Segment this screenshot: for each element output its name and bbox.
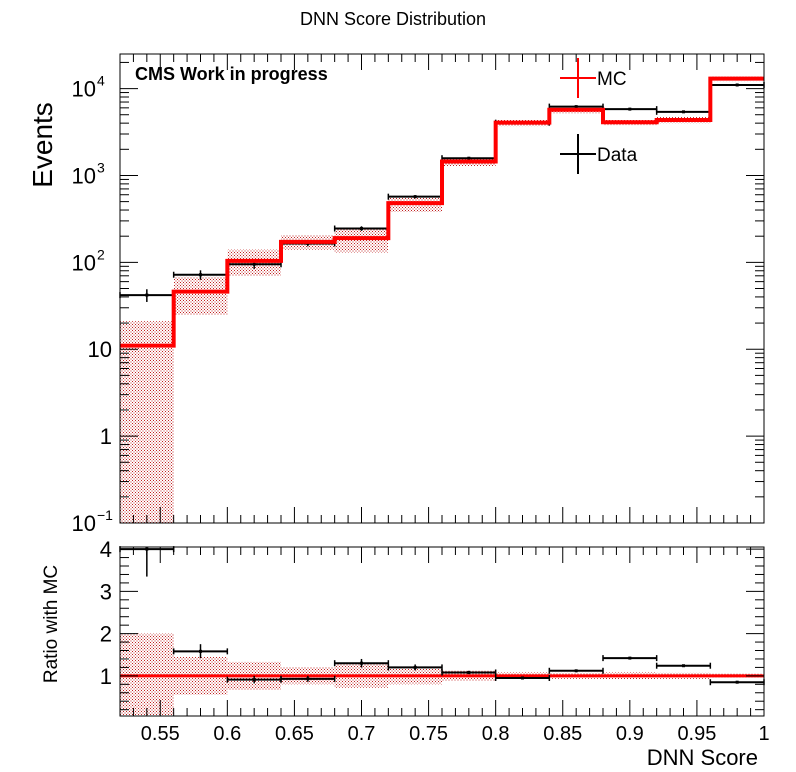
ratio-point-bin-8 — [494, 674, 551, 681]
data-marker — [467, 156, 471, 160]
x-tick-label-0.85: 0.85 — [543, 723, 582, 745]
data-marker — [413, 195, 417, 199]
x-tick-label-0.6: 0.6 — [213, 723, 241, 745]
ratio-marker — [628, 656, 632, 660]
data-marker — [199, 273, 202, 277]
ratio-marker — [682, 664, 685, 668]
mc-uncertainty-band — [120, 76, 764, 523]
y-tick-label: 10 — [72, 163, 96, 188]
legend-entry-mc: MC — [560, 58, 627, 98]
y-tick-exponent: 3 — [97, 159, 105, 175]
y-tick-exponent: 4 — [97, 73, 105, 89]
x-tick-label-0.7: 0.7 — [348, 723, 376, 745]
ratio-point-bin-4 — [280, 675, 336, 682]
x-tick-label-1: 1 — [758, 723, 769, 745]
ratio-y-axis-label: Ratio with MC — [41, 565, 62, 683]
y-tick-label: 1 — [100, 424, 112, 449]
main-x-ticks — [119, 54, 765, 523]
ratio-marker — [360, 661, 363, 665]
x-tick-label-0.75: 0.75 — [409, 723, 448, 745]
x-tick-label-0.95: 0.95 — [677, 723, 716, 745]
ratio-marker — [467, 670, 471, 674]
x-tick-label-0.65: 0.65 — [275, 723, 314, 745]
ratio-marker — [306, 677, 310, 681]
y-tick-label: 10 — [72, 77, 96, 102]
mc-band-bin-5 — [334, 229, 389, 253]
legend: MC Data — [560, 58, 638, 174]
ratio-marker — [413, 665, 417, 669]
ratio-point-bin-7 — [441, 669, 497, 676]
ratio-panel: 0.55 0.6 0.65 0.7 0.75 0.8 0.85 0.9 0.95 1 1 2 3 4 R… — [41, 537, 770, 770]
data-marker — [574, 105, 578, 109]
data-marker — [360, 227, 363, 231]
legend-label-mc: MC — [597, 69, 627, 90]
ratio-point-bin-10 — [602, 655, 658, 662]
ratio-point-bin-3 — [226, 675, 282, 684]
mc-band-bin-1 — [120, 321, 174, 523]
ratio-y-ticks: 1 2 3 4 — [100, 537, 764, 711]
legend-label-data: Data — [597, 145, 638, 166]
mc-histogram — [120, 76, 764, 348]
ratio-points — [119, 546, 765, 686]
mc-band-bin-2 — [173, 276, 228, 315]
ratio-point-bin-11 — [655, 662, 712, 669]
ratio-point-bin-6 — [387, 664, 443, 671]
legend-entry-data: Data — [560, 134, 638, 174]
cms-annotation: CMS Work in progress — [135, 64, 328, 84]
data-marker — [252, 262, 256, 266]
ratio-marker — [252, 678, 256, 682]
ratio-y-tick-label-2: 2 — [100, 622, 112, 647]
x-tick-label-0.55: 0.55 — [141, 723, 180, 745]
x-axis-label: DNN Score — [647, 745, 758, 770]
data-marker — [628, 107, 632, 111]
y-tick-label: 10 — [88, 337, 112, 362]
data-point-bin-11 — [655, 108, 712, 115]
y-tick-label: 10 — [72, 250, 96, 275]
data-point-bin-12 — [709, 81, 765, 88]
ratio-point-bin-9 — [548, 667, 604, 674]
mc-step-line — [120, 76, 764, 348]
ratio-x-ticks: 0.55 0.6 0.65 0.7 0.75 0.8 0.85 0.9 0.95 1 — [119, 547, 770, 745]
ratio-marker — [521, 676, 524, 680]
x-tick-label-0.9: 0.9 — [616, 723, 644, 745]
ratio-y-tick-label-4: 4 — [100, 537, 112, 562]
chart-title: DNN Score Distribution — [300, 9, 486, 29]
data-marker — [735, 83, 739, 87]
ratio-point-bin-2 — [172, 644, 229, 659]
ratio-marker — [735, 680, 739, 684]
ratio-y-tick-label-1: 1 — [100, 664, 112, 689]
data-marker — [145, 293, 149, 297]
y-tick-exponent: −1 — [97, 507, 113, 523]
ratio-marker — [199, 649, 202, 653]
data-point-bin-1 — [119, 289, 175, 302]
data-point-bin-10 — [602, 106, 658, 113]
data-marker — [682, 110, 685, 114]
ratio-y-tick-label-3: 3 — [100, 579, 112, 604]
ratio-marker — [574, 669, 578, 673]
main-y-axis-label: Events — [27, 102, 58, 188]
y-tick-exponent: 2 — [97, 246, 105, 262]
x-tick-label-0.8: 0.8 — [482, 723, 510, 745]
y-tick-label: 10 — [72, 511, 96, 536]
